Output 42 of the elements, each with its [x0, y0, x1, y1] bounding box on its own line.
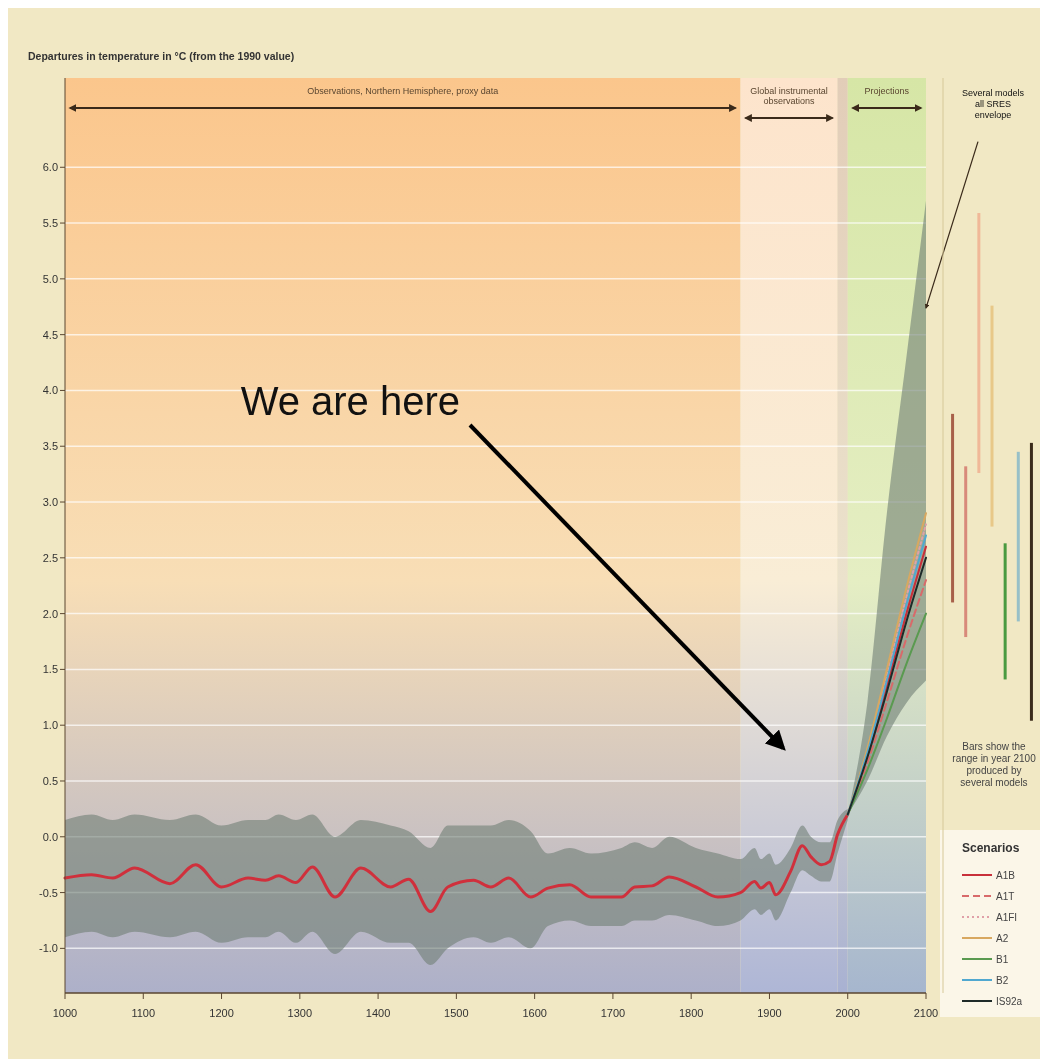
legend-label: B2	[996, 975, 1009, 986]
x-tick-label: 1700	[600, 1007, 626, 1019]
legend-title: Scenarios	[962, 841, 1020, 855]
y-tick-label: 3.0	[42, 496, 58, 509]
x-tick-label: 1900	[757, 1007, 782, 1019]
x-tick-label: 2100	[913, 1007, 939, 1019]
legend-label: B1	[996, 954, 1009, 965]
y-tick-label: 4.0	[42, 384, 58, 397]
y-axis-title: Departures in temperature in °C (from the 1990 value)	[28, 50, 295, 62]
legend-label: A1FI	[996, 912, 1018, 923]
band-label: Observations, Northern Hemisphere, proxy data	[307, 86, 499, 96]
legend-label: A2	[996, 933, 1009, 944]
band-label: Projections	[864, 86, 910, 96]
band-label: Global instrumental observations	[750, 86, 828, 106]
x-tick-label: 2000	[835, 1007, 860, 1019]
x-tick-label: 1800	[678, 1007, 704, 1019]
y-tick-label: 2.5	[42, 551, 58, 564]
x-tick-label: 1400	[365, 1007, 391, 1019]
legend-label: A1B	[996, 870, 1016, 881]
annotation: Several models all SRES envelope	[961, 88, 1025, 120]
annotation: Bars show the range in year 2100 produced by several models	[952, 741, 1037, 788]
y-tick-label: 1.5	[42, 663, 58, 676]
y-tick-label: 0.5	[42, 774, 58, 787]
x-tick-label: 1000	[52, 1007, 78, 1019]
annotation: We are here	[240, 379, 460, 423]
x-tick-label: 1300	[287, 1007, 313, 1019]
y-tick-label: -0.5	[39, 886, 58, 899]
y-tick-label: 5.5	[42, 217, 58, 230]
legend-label: A1T	[996, 891, 1015, 902]
x-tick-label: 1200	[209, 1007, 234, 1019]
legend-label: IS92a	[996, 996, 1023, 1007]
x-tick-label: 1500	[444, 1007, 469, 1019]
y-tick-label: 6.0	[42, 161, 58, 174]
y-tick-label: 3.5	[42, 440, 58, 453]
y-tick-label: 0.0	[42, 830, 58, 843]
y-tick-label: 2.0	[42, 607, 58, 620]
y-tick-label: 4.5	[42, 328, 58, 341]
y-tick-label: 1.0	[42, 719, 58, 732]
x-tick-label: 1600	[522, 1007, 547, 1019]
x-tick-label: 1100	[131, 1007, 156, 1019]
y-tick-label: -1.0	[39, 942, 58, 955]
y-tick-label: 5.0	[42, 272, 58, 285]
